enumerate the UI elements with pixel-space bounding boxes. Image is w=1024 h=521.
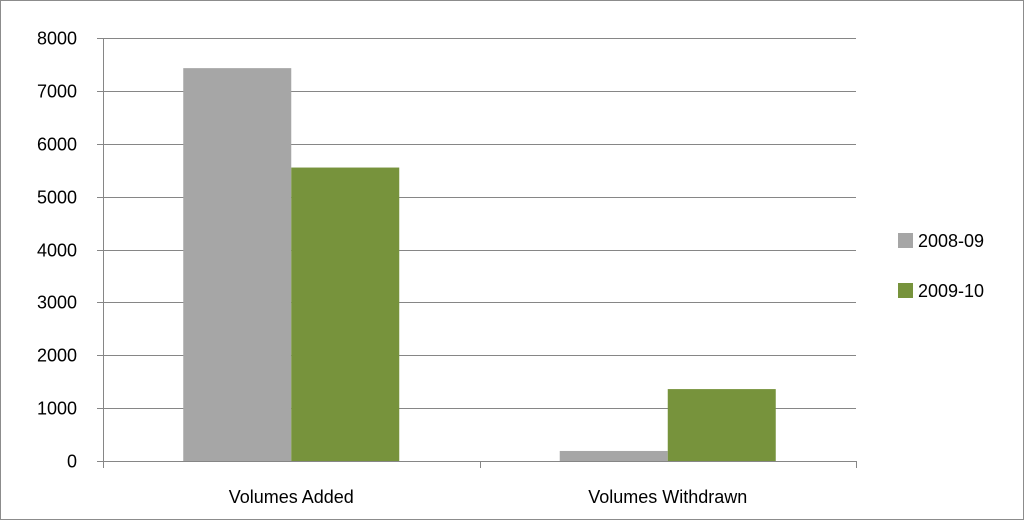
x-axis-category-labels: Volumes Added Volumes Withdrawn xyxy=(229,487,748,507)
y-tick-label: 1000 xyxy=(37,399,77,419)
y-tick-label: 4000 xyxy=(37,241,77,261)
bar-2009-10-volumes-withdrawn xyxy=(667,389,776,461)
bar-2009-10-volumes-added xyxy=(291,167,400,461)
y-tick-label: 3000 xyxy=(37,293,77,313)
x-category-label: Volumes Withdrawn xyxy=(588,487,747,507)
legend-swatch xyxy=(898,283,913,298)
y-tick-label: 7000 xyxy=(37,82,77,102)
legend: 2008-09 2009-10 xyxy=(898,231,984,301)
y-axis-tick-labels: 0 1000 2000 3000 4000 5000 6000 7000 8000 xyxy=(37,29,77,472)
axes xyxy=(97,38,857,468)
y-tick-label: 2000 xyxy=(37,346,77,366)
y-tick-label: 8000 xyxy=(37,29,77,49)
y-tick-label: 5000 xyxy=(37,188,77,208)
legend-label: 2008-09 xyxy=(918,231,984,251)
y-tick-label: 6000 xyxy=(37,135,77,155)
bars xyxy=(183,68,776,462)
legend-swatch xyxy=(898,233,913,248)
legend-label: 2009-10 xyxy=(918,281,984,301)
bar-2008-09-volumes-withdrawn xyxy=(559,450,668,461)
y-tick-label: 0 xyxy=(67,452,77,472)
x-category-label: Volumes Added xyxy=(229,487,354,507)
bar-2008-09-volumes-added xyxy=(183,68,292,462)
